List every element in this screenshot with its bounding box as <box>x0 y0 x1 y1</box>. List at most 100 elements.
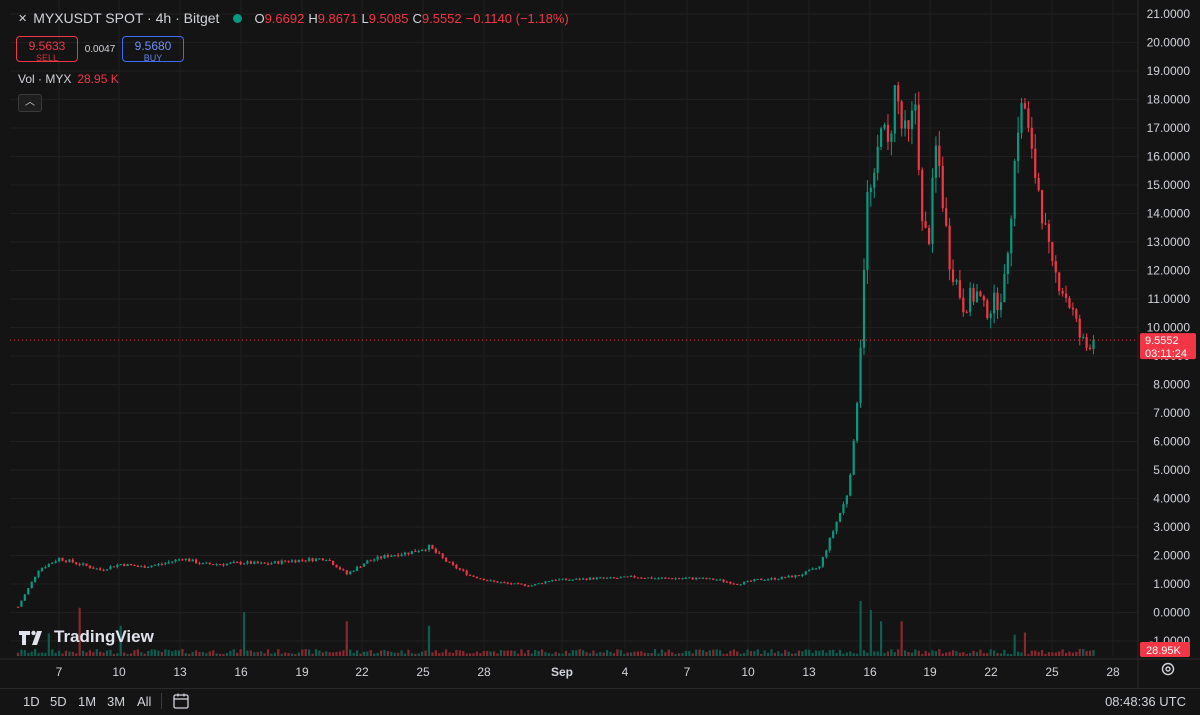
volume-bar <box>349 649 352 656</box>
volume-bar <box>355 650 359 656</box>
candle-body <box>311 558 314 562</box>
volume-bar <box>1092 649 1095 656</box>
volume-bar <box>37 653 40 656</box>
candle-body <box>568 579 571 581</box>
candle-body <box>876 146 879 173</box>
volume-bar <box>201 651 205 656</box>
volume-bar <box>705 651 708 656</box>
candle-body <box>280 560 283 564</box>
volume-bar <box>277 649 280 656</box>
volume-bar <box>95 649 98 656</box>
y-tick-label: 3.0000 <box>1153 520 1190 534</box>
go-to-date-icon[interactable] <box>172 692 190 715</box>
timeframe-5d[interactable]: 5D <box>50 694 67 709</box>
candle-body <box>866 192 869 270</box>
volume-bar <box>503 650 506 656</box>
volume-bar <box>869 610 872 656</box>
candle-body <box>434 548 437 553</box>
y-tick-label: 6.0000 <box>1153 435 1190 449</box>
volume-bar <box>516 653 520 656</box>
candle-body <box>1030 127 1033 149</box>
volume-bar <box>650 653 653 656</box>
volume-legend[interactable]: Vol · MYX 28.95 K <box>18 72 119 86</box>
candle-body <box>147 566 150 568</box>
volume-bar <box>811 652 814 656</box>
volume-bar <box>75 653 78 656</box>
settings-icon[interactable] <box>1160 661 1176 682</box>
candle-body <box>869 187 872 193</box>
candle-body <box>712 578 715 580</box>
volume-bar <box>619 649 622 656</box>
volume-bar <box>996 653 999 656</box>
volume-bar <box>455 649 458 656</box>
volume-bar <box>712 649 715 656</box>
candle-body <box>198 563 201 565</box>
candle-body <box>1034 148 1037 178</box>
candle-body <box>157 563 160 565</box>
timeframe-1d[interactable]: 1D <box>23 694 40 709</box>
candle-body <box>85 563 88 566</box>
x-tick-label: Sep <box>551 665 573 679</box>
timeframe-1m[interactable]: 1M <box>78 694 97 709</box>
volume-bar <box>770 649 773 656</box>
candle-body <box>801 574 804 576</box>
volume-bar <box>520 649 523 656</box>
candle-body <box>873 172 876 188</box>
volume-bar <box>397 652 400 656</box>
buy-button[interactable]: 9.5680 BUY <box>122 36 184 63</box>
candle-body <box>417 550 420 552</box>
candle-body <box>753 579 756 582</box>
volume-bar <box>1064 652 1068 656</box>
candle-body <box>373 559 376 561</box>
volume-bar <box>729 650 732 656</box>
candle-body <box>633 575 636 578</box>
timeframe-3m[interactable]: 3M <box>107 694 126 709</box>
candle-body <box>667 577 670 579</box>
utc-clock[interactable]: 08:48:36 UTC <box>1105 694 1186 709</box>
candle-body <box>246 561 249 564</box>
candle-body <box>105 569 109 571</box>
candle-body <box>342 569 345 571</box>
candle-body <box>308 558 311 562</box>
candle-body <box>647 577 650 579</box>
volume-bar <box>725 653 729 656</box>
volume-bar <box>61 653 64 656</box>
volume-bar <box>34 649 37 656</box>
candle-body <box>534 584 537 586</box>
symbol-title[interactable]: MYXUSDT SPOT · 4h · Bitget <box>33 10 220 26</box>
symbol-icon[interactable]: ✕ <box>18 12 28 25</box>
timeframe-all[interactable]: All <box>137 694 152 709</box>
candle-body <box>177 559 181 561</box>
x-tick-label: 7 <box>684 665 691 679</box>
volume-bar <box>510 650 513 656</box>
volume-bar <box>588 653 592 656</box>
y-tick-label: 13.0000 <box>1147 235 1191 249</box>
volume-bar <box>308 649 311 656</box>
volume-bar <box>99 651 102 656</box>
volume-bar <box>266 649 270 656</box>
candle-body <box>979 291 982 297</box>
y-tick-label: 21.0000 <box>1147 7 1191 21</box>
close-label: C <box>412 10 422 26</box>
candle-body <box>218 564 222 566</box>
x-tick-label: 13 <box>802 665 816 679</box>
volume-bar <box>739 653 742 656</box>
candle-body <box>379 556 383 559</box>
sell-button[interactable]: 9.5633 SELL <box>16 36 78 63</box>
volume-bar <box>451 652 455 656</box>
volume-bar <box>876 651 879 656</box>
collapse-legend-button[interactable]: ︿ <box>18 94 42 112</box>
volume-bar <box>1006 653 1009 656</box>
volume-bar <box>1078 649 1081 656</box>
candle-body <box>95 568 98 570</box>
volume-bar <box>677 653 681 656</box>
volume-bar <box>109 649 112 656</box>
x-tick-label: 28 <box>477 665 491 679</box>
candle-body <box>410 551 413 555</box>
candle-body <box>701 577 705 579</box>
candle-body <box>664 577 667 579</box>
candle-body <box>705 577 708 580</box>
volume-bar <box>986 653 989 656</box>
volume-bar <box>599 651 602 656</box>
